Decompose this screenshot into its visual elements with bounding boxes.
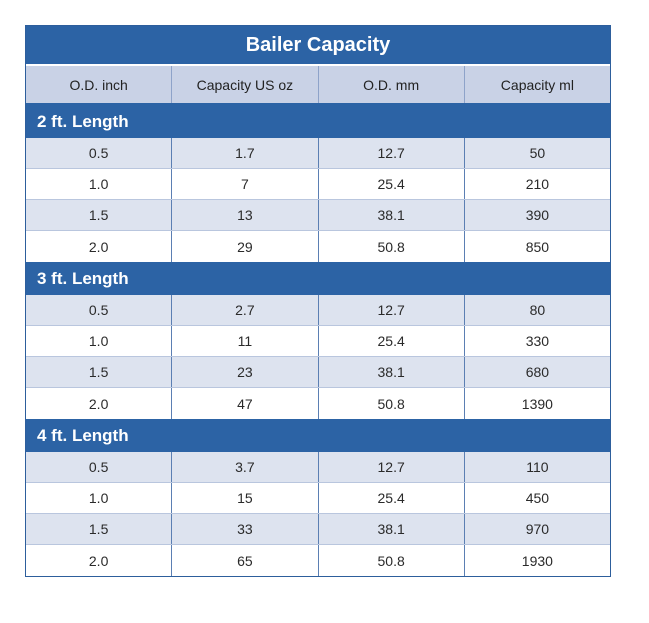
table-cell: 450 [525,490,550,506]
table-cell: 1.5 [26,200,173,230]
table-row: 0.5 1.7 12.7 50 [26,138,610,169]
table-cell: 12.7 [319,295,465,325]
table-row: 1.0 7 25.4 210 [26,169,610,200]
table-cell: 1930 [521,552,553,569]
table-cell: 50 [529,145,546,161]
table-title: Bailer Capacity [26,26,610,66]
table-cell: 210 [525,176,550,192]
table-cell: 50.8 [319,388,465,419]
bailer-capacity-table: Bailer Capacity O.D. inch Capacity US oz… [25,25,611,577]
column-header-od-mm: O.D. mm [319,66,465,103]
table-cell: 50.8 [319,231,465,262]
table-cell: 38.1 [319,514,465,544]
table-cell: 47 [172,388,319,419]
table-cell: 1.0 [26,169,173,199]
table-cell: 3.7 [172,452,319,482]
table-cell: 33 [172,514,319,544]
table-cell: 7 [172,169,319,199]
table-row: 1.5 33 38.1 970 [26,514,610,545]
table-cell: 0.5 [26,295,173,325]
table-cell: 15 [172,483,319,513]
table-cell: 13 [172,200,319,230]
table-cell: 110 [526,459,549,475]
table-cell: 2.7 [172,295,319,325]
table-cell: 12.7 [319,138,465,168]
table-cell: 1.7 [172,138,319,168]
table-cell: 1.0 [26,326,173,356]
table-cell: 330 [525,333,550,349]
table-row: 2.0 47 50.8 1390 [26,388,610,419]
section-header: 2 ft. Length [26,105,610,138]
table-cell: 680 [525,364,550,380]
table-cell: 1390 [521,395,553,412]
table-cell: 970 [525,521,550,537]
table-cell: 390 [525,207,550,223]
table-cell: 0.5 [26,452,173,482]
table-cell: 850 [525,238,550,255]
table-cell: 12.7 [319,452,465,482]
table-cell: 25.4 [319,326,465,356]
table-cell: 80 [529,302,546,318]
table-cell: 29 [172,231,319,262]
table-cell: 1.5 [26,514,173,544]
table-cell: 25.4 [319,169,465,199]
table-cell: 2.0 [26,388,173,419]
table-row: 2.0 65 50.8 1930 [26,545,610,576]
table-cell: 50.8 [319,545,465,576]
header-row: O.D. inch Capacity US oz O.D. mm Capacit… [26,66,610,105]
table-row: 1.5 23 38.1 680 [26,357,610,388]
table-cell: 38.1 [319,200,465,230]
section-header: 3 ft. Length [26,262,610,295]
table-cell: 2.0 [26,545,173,576]
table-cell: 38.1 [319,357,465,387]
table-row: 0.5 2.7 12.7 80 [26,295,610,326]
table-row: 1.0 15 25.4 450 [26,483,610,514]
table-cell: 65 [172,545,319,576]
column-header-od-inch: O.D. inch [26,66,173,103]
table-cell: 0.5 [26,138,173,168]
column-header-capacity-us-oz: Capacity US oz [172,66,319,103]
table-row: 0.5 3.7 12.7 110 [26,452,610,483]
table-cell: 2.0 [26,231,173,262]
table-row: 2.0 29 50.8 850 [26,231,610,262]
section-header: 4 ft. Length [26,419,610,452]
table-row: 1.5 13 38.1 390 [26,200,610,231]
table-row: 1.0 11 25.4 330 [26,326,610,357]
table-cell: 1.0 [26,483,173,513]
table-cell: 1.5 [26,357,173,387]
column-header-capacity-ml: Capacity ml [500,76,574,93]
table-cell: 23 [172,357,319,387]
table-cell: 25.4 [319,483,465,513]
table-cell: 11 [172,326,319,356]
